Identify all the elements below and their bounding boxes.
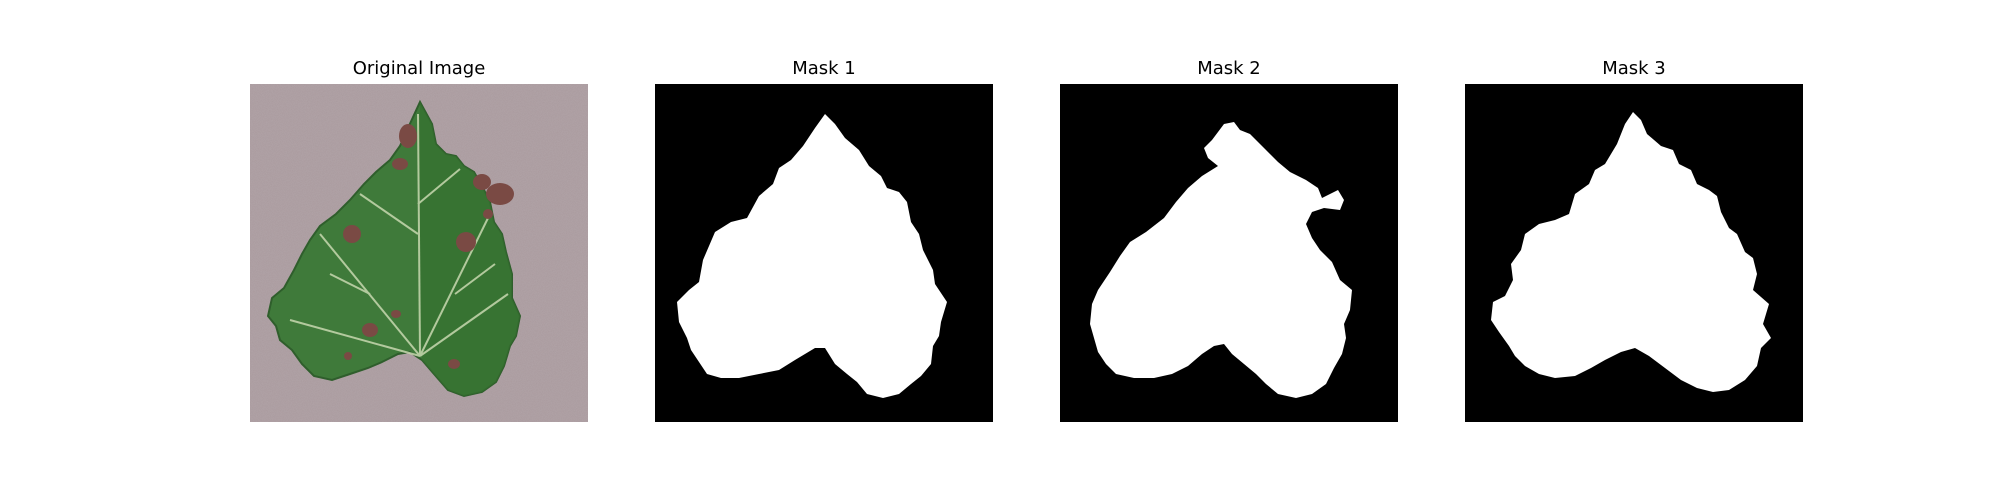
panel-mask-3: Mask 3 bbox=[1465, 0, 1803, 430]
panel-title: Mask 2 bbox=[1197, 58, 1261, 79]
panel-title: Mask 3 bbox=[1602, 58, 1666, 79]
original-leaf-photo bbox=[250, 84, 588, 422]
panel-original-image: Original Image bbox=[250, 0, 588, 430]
panel-title: Mask 1 bbox=[792, 58, 856, 79]
mask-2-image bbox=[1060, 84, 1398, 422]
leaf-veins bbox=[289, 113, 509, 357]
mask-1-image bbox=[655, 84, 993, 422]
panel-title: Original Image bbox=[352, 58, 486, 79]
panel-mask-1: Mask 1 bbox=[655, 0, 993, 430]
mask-foreground bbox=[1491, 112, 1771, 392]
mask-foreground bbox=[677, 114, 947, 398]
panel-mask-2: Mask 2 bbox=[1060, 0, 1398, 430]
mask-3-image bbox=[1465, 84, 1803, 422]
leaf-spots bbox=[343, 124, 514, 369]
mask-foreground bbox=[1090, 122, 1352, 398]
